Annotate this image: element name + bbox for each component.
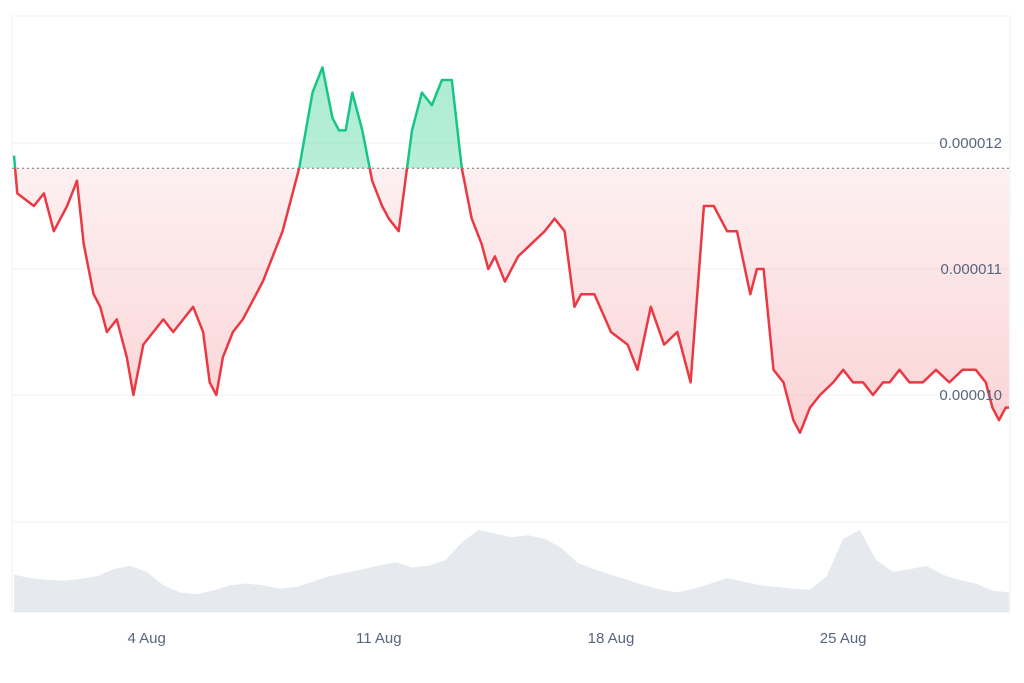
x-tick-label: 11 Aug [356,630,402,647]
y-tick-label: 0.000011 [941,261,1002,278]
y-tick-label: 0.000012 [939,135,1002,152]
y-axis-labels: 0.000012 0.000011 0.000010 [939,135,1002,404]
x-axis-labels: 4 Aug 11 Aug 18 Aug 25 Aug [127,630,866,647]
area-fills [14,67,1009,433]
x-tick-label: 18 Aug [588,630,635,647]
x-tick-label: 4 Aug [127,630,165,647]
volume-fill [14,530,1009,612]
price-lines [12,66,1009,435]
volume-area [14,530,1009,612]
y-tick-label: 0.000010 [939,387,1002,404]
down-area-fill [14,168,1009,433]
x-tick-label: 25 Aug [820,630,867,647]
price-line-down [13,168,1009,435]
up-area-fill [14,67,462,169]
